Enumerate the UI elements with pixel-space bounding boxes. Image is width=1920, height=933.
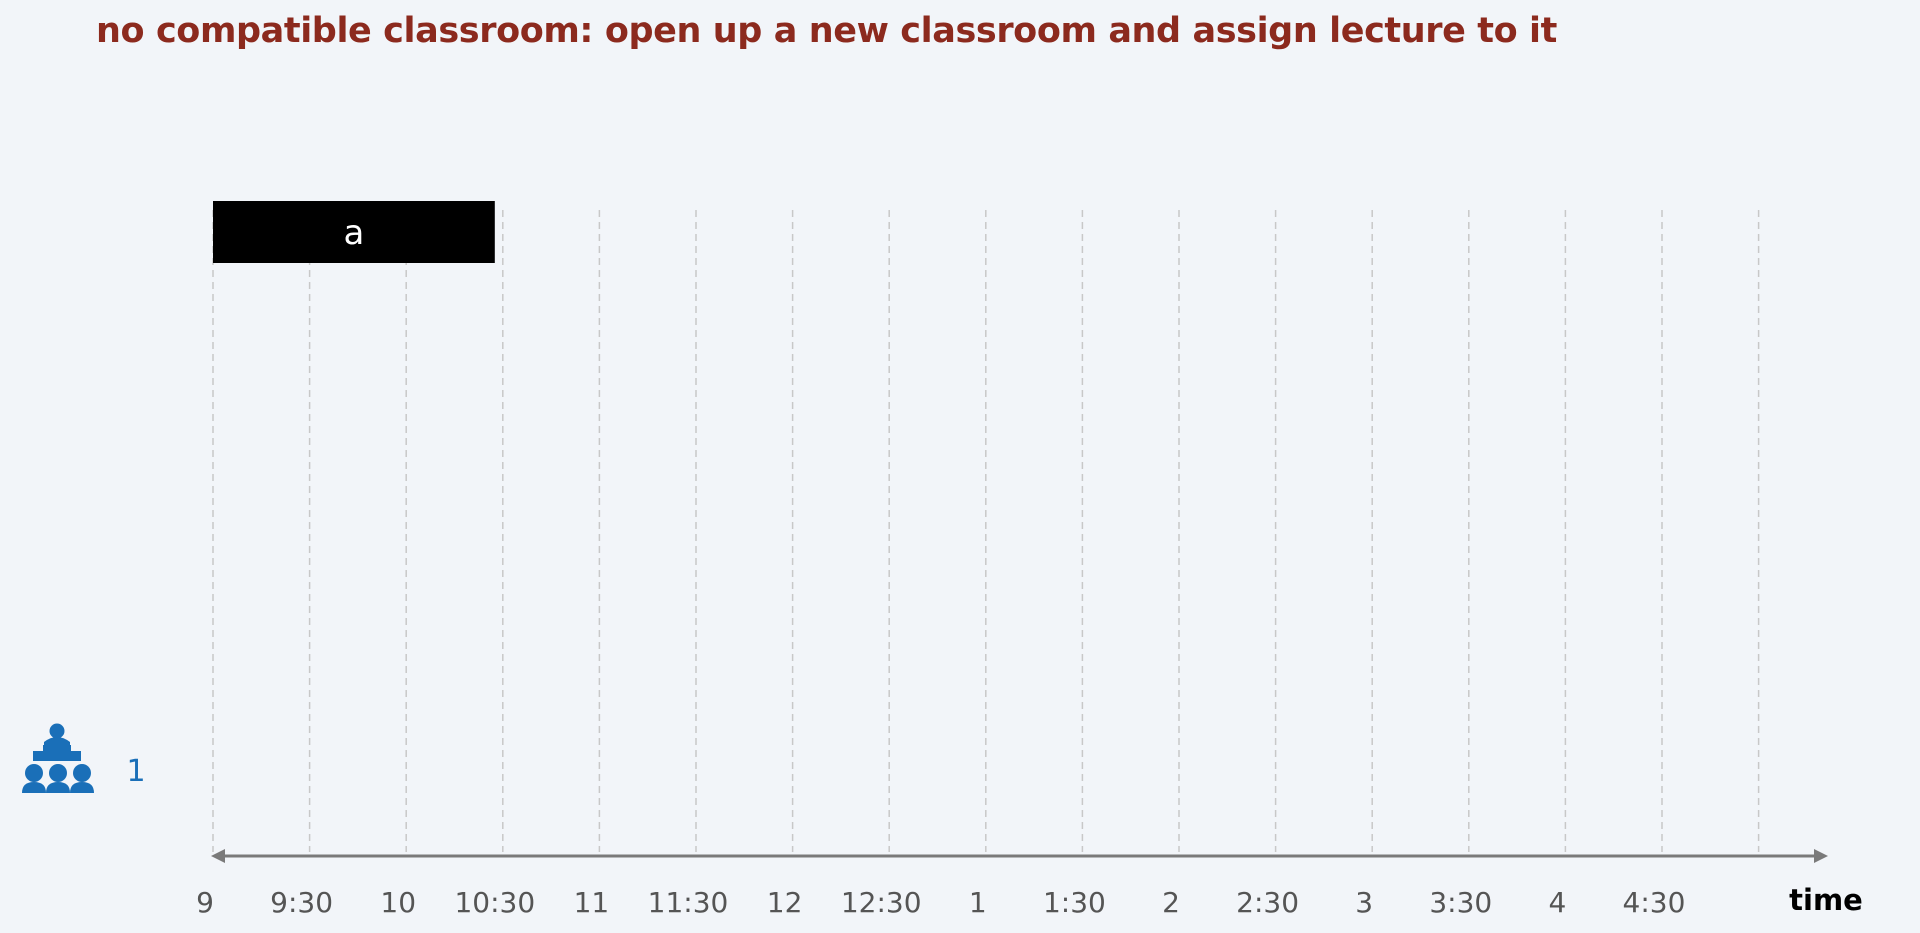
time-axis	[211, 849, 1828, 863]
time-tick-label: 1:30	[1043, 886, 1106, 919]
time-axis-label: time	[1789, 883, 1863, 917]
time-tick-label: 4	[1548, 886, 1566, 919]
time-tick-label: 3	[1355, 886, 1373, 919]
time-tick-label: 10:30	[454, 886, 535, 919]
time-tick-label: 1	[969, 886, 987, 919]
time-tick-label: 11:30	[648, 886, 729, 919]
time-tick-label: 11	[574, 886, 610, 919]
time-tick-label: 9:30	[270, 886, 333, 919]
classroom-number: 1	[126, 754, 145, 789]
classroom-row-1: 1	[22, 723, 146, 793]
time-tick-label: 4:30	[1623, 886, 1686, 919]
time-tick-label: 9	[196, 886, 214, 919]
lectures: a	[213, 201, 495, 263]
slide-title: no compatible classroom: open up a new c…	[96, 11, 1557, 51]
lecture-label: a	[343, 213, 364, 253]
time-tick-label: 3:30	[1429, 886, 1492, 919]
lecture-bar	[213, 201, 495, 263]
time-tick-label: 2:30	[1236, 886, 1299, 919]
time-tick-label: 12:30	[841, 886, 922, 919]
gridlines	[212, 210, 1760, 852]
lecture-hall-icon	[22, 723, 94, 793]
axis-arrow-right	[1814, 849, 1828, 863]
axis-arrow-left	[211, 849, 225, 863]
time-tick-label: 12	[767, 886, 803, 919]
time-tick-labels: 9 9:30 10 10:30 11 11:30 12 12:30 1 1:30 2 2:30 3 3:3…	[196, 886, 1685, 919]
time-tick-label: 2	[1162, 886, 1180, 919]
time-tick-label: 10	[380, 886, 416, 919]
lecture-block: a	[213, 201, 495, 263]
